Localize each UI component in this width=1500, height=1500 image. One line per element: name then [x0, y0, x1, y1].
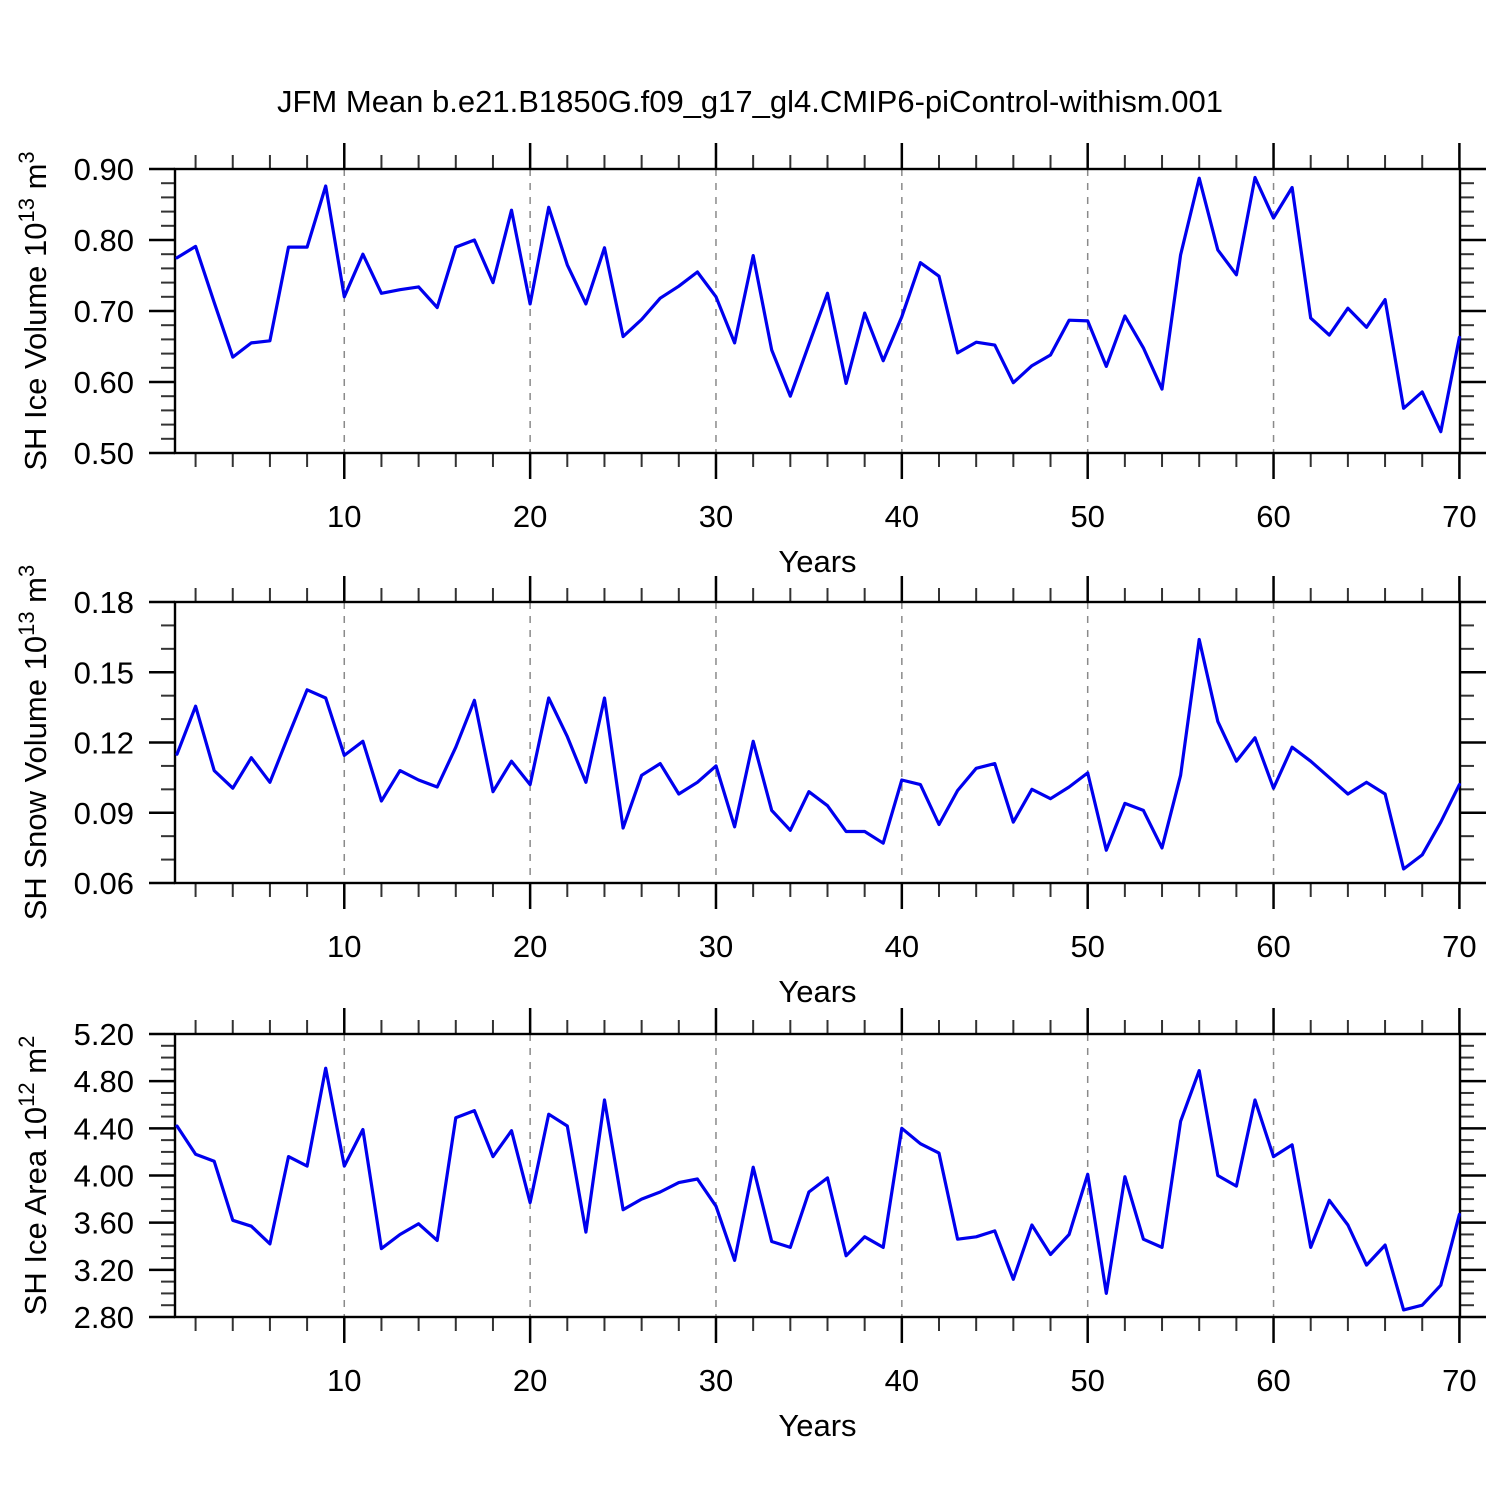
- y-tick-label: 0.06: [74, 866, 134, 901]
- x-tick-label: 30: [699, 929, 733, 964]
- y-tick-label: 0.15: [74, 655, 134, 690]
- x-tick-label: 70: [1442, 1363, 1476, 1398]
- data-line-snow-volume: [175, 637, 1462, 871]
- y-axis-title: SH Ice Volume 1013 m3: [14, 151, 53, 470]
- x-tick-label: 50: [1070, 929, 1104, 964]
- panel-ice-area: 10 20 30 40 50 60 70 2.80 3.20 3.60 4.00 4.40 4.80 5.…: [14, 1008, 1486, 1443]
- x-tick-label: 60: [1256, 1363, 1290, 1398]
- x-tick-label: 40: [885, 1363, 919, 1398]
- x-tick-label: 40: [885, 929, 919, 964]
- y-tick-label: 0.80: [74, 223, 134, 258]
- y-tick-label: 3.20: [74, 1253, 134, 1288]
- y-tick-label: 0.12: [74, 726, 134, 761]
- x-axis-title: Years: [778, 1408, 856, 1443]
- y-tick-label: 0.50: [74, 436, 134, 471]
- y-tick-label: 0.60: [74, 365, 134, 400]
- x-tick-label: 60: [1256, 929, 1290, 964]
- panel-snow-volume: 10 20 30 40 50 60 70 0.06 0.09 0.12 0.15 0.18 Years S…: [14, 565, 1486, 1009]
- data-line-ice-volume: [175, 175, 1462, 434]
- plot-border: [173, 600, 1462, 885]
- y-tick-label: 0.90: [74, 152, 134, 187]
- x-tick-label: 20: [513, 499, 547, 534]
- x-tick-label: 50: [1070, 499, 1104, 534]
- y-tick-label: 4.00: [74, 1159, 134, 1194]
- x-tick-label: 70: [1442, 499, 1476, 534]
- x-tick-label: 50: [1070, 1363, 1104, 1398]
- panel-ice-volume: 10 20 30 40 50 60 70 0.50 0.60 0.70 0.80 0.90 Years S…: [14, 143, 1486, 579]
- y-tick-label: 0.18: [74, 585, 134, 620]
- x-tick-label: 60: [1256, 499, 1290, 534]
- x-tick-label: 10: [327, 499, 361, 534]
- x-tick-label: 10: [327, 929, 361, 964]
- y-tick-label: 0.09: [74, 796, 134, 831]
- y-tick-label: 4.80: [74, 1064, 134, 1099]
- x-axis-title: Years: [778, 544, 856, 579]
- y-tick-label: 5.20: [74, 1017, 134, 1052]
- x-tick-label: 10: [327, 1363, 361, 1398]
- x-tick-label: 30: [699, 499, 733, 534]
- x-axis-title: Years: [778, 974, 856, 1009]
- x-tick-label: 40: [885, 499, 919, 534]
- plot-border: [173, 1032, 1462, 1319]
- y-tick-label: 0.70: [74, 294, 134, 329]
- x-tick-label: 70: [1442, 929, 1476, 964]
- y-axis-title: SH Ice Area 1012 m2: [14, 1036, 53, 1316]
- figure-title: JFM Mean b.e21.B1850G.f09_g17_gl4.CMIP6-…: [277, 84, 1223, 119]
- x-tick-label: 20: [513, 1363, 547, 1398]
- x-tick-label: 30: [699, 1363, 733, 1398]
- y-axis-title: SH Snow Volume 1013 m3: [14, 565, 53, 921]
- plot-border: [173, 167, 1462, 455]
- x-tick-label: 20: [513, 929, 547, 964]
- y-tick-label: 3.60: [74, 1206, 134, 1241]
- y-tick-label: 2.80: [74, 1300, 134, 1335]
- data-line-ice-area: [175, 1066, 1462, 1312]
- y-tick-label: 4.40: [74, 1111, 134, 1146]
